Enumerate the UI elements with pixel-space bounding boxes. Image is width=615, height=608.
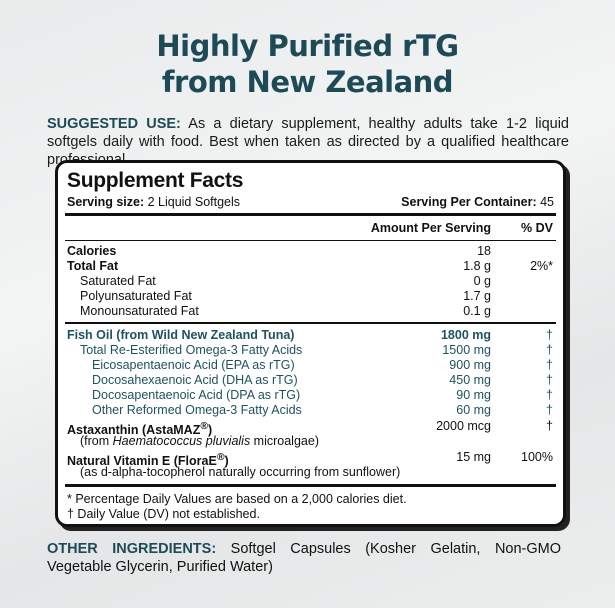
supplement-facts-panel: Supplement Facts Serving size: 2 Liquid … xyxy=(55,160,566,527)
nutrient-name: Docosahexaenoic Acid (DHA as rTG) xyxy=(92,373,298,387)
servings-label: Serving Per Container: xyxy=(401,195,537,209)
paren: ) xyxy=(224,454,229,469)
nutrient-name: Saturated Fat xyxy=(80,274,156,288)
other-ingredients-label: OTHER INGREDIENTS: xyxy=(47,541,217,557)
facts-row: Docosapentaenoic Acid (DPA as rTG) 90 mg † xyxy=(67,388,553,403)
facts-row: Monounsaturated Fat 0.1 g xyxy=(67,304,553,319)
dv: 100% xyxy=(521,450,553,464)
registered-mark: ® xyxy=(200,421,209,432)
amount: 1.7 g xyxy=(463,289,491,303)
divider xyxy=(65,322,556,324)
facts-row: Eicosapentaenoic Acid (EPA as rTG) 900 mg… xyxy=(67,358,553,373)
serving-size: Serving size: 2 Liquid Softgels xyxy=(67,195,240,209)
nutrient-name: Monounsaturated Fat xyxy=(80,304,199,318)
note-species: Haematococcus pluvialis xyxy=(112,434,251,448)
dv: † xyxy=(546,328,553,342)
facts-title: Supplement Facts xyxy=(67,169,244,192)
facts-row: Fish Oil (from Wild New Zealand Tuna) 180… xyxy=(67,328,553,343)
name-text: Natural Vitamin E (FloraE xyxy=(67,454,217,469)
dv: † xyxy=(546,343,553,357)
other-ingredients-text: Softgel Capsules (Kosher Gelatin, Non-GM… xyxy=(47,541,562,575)
facts-row: Total Fat 1.8 g 2%* xyxy=(67,259,553,274)
paren: ) xyxy=(208,423,213,438)
note-post: microalgae) xyxy=(250,434,319,448)
amount: 2000 mcg xyxy=(436,419,491,433)
amount: 900 mg xyxy=(449,358,491,372)
dv: † xyxy=(546,419,553,433)
note-text: (from Haematococcus pluvialis microalgae… xyxy=(67,434,319,449)
astaxanthin-note: (from Haematococcus pluvialis microalgae… xyxy=(67,434,553,449)
astaxanthin-name: Astaxanthin (AstaMAZ®) xyxy=(67,419,212,438)
amount: 1500 mg xyxy=(442,343,491,357)
amount: 1800 mg xyxy=(440,328,491,342)
footnote-dagger: † Daily Value (DV) not established. xyxy=(67,507,260,521)
registered-mark: ® xyxy=(216,452,225,463)
dv: † xyxy=(546,388,553,402)
vitamin-e-name: Natural Vitamin E (FloraE®) xyxy=(67,450,229,469)
dv: † xyxy=(546,373,553,387)
serving-size-value: 2 Liquid Softgels xyxy=(144,195,241,209)
amount: 60 mg xyxy=(456,403,491,417)
divider xyxy=(65,213,556,216)
servings-per-container: Serving Per Container: 45 xyxy=(401,195,554,209)
page-title: Highly Purified rTG from New Zealand xyxy=(0,28,615,100)
facts-row: Polyunsaturated Fat 1.7 g xyxy=(67,289,553,304)
dv: † xyxy=(546,358,553,372)
name-text: Astaxanthin (AstaMAZ xyxy=(67,423,201,438)
nutrient-name: Total Re-Esterified Omega-3 Fatty Acids xyxy=(80,343,303,357)
nutrient-name: Eicosapentaenoic Acid (EPA as rTG) xyxy=(92,358,295,372)
nutrient-name: Other Reformed Omega-3 Fatty Acids xyxy=(92,403,302,417)
amount: 15 mg xyxy=(456,450,491,464)
servings-value: 45 xyxy=(536,195,554,209)
amount: 0 g xyxy=(473,274,491,288)
amount: 450 mg xyxy=(449,373,491,387)
dv: 2%* xyxy=(530,259,553,273)
vitamin-e-note: (as d-alpha-tocopherol naturally occurri… xyxy=(67,465,553,480)
facts-row: Calories 18 xyxy=(67,244,553,259)
astaxanthin-row: Astaxanthin (AstaMAZ®) 2000 mcg † xyxy=(67,419,553,437)
title-line-1: Highly Purified rTG xyxy=(156,29,459,63)
note-text: (as d-alpha-tocopherol naturally occurri… xyxy=(80,465,401,479)
facts-row: Other Reformed Omega-3 Fatty Acids 60 mg † xyxy=(67,403,553,418)
facts-row: Total Re-Esterified Omega-3 Fatty Acids 1… xyxy=(67,343,553,358)
nutrient-name: Polyunsaturated Fat xyxy=(80,289,192,303)
suggested-use-label: SUGGESTED USE: xyxy=(47,116,181,132)
nutrient-name: Calories xyxy=(67,244,117,258)
nutrient-name: Fish Oil (from Wild New Zealand Tuna) xyxy=(67,328,295,342)
facts-row: Saturated Fat 0 g xyxy=(67,274,553,289)
divider xyxy=(65,240,556,241)
other-ingredients: OTHER INGREDIENTS: Softgel Capsules (Kos… xyxy=(47,540,561,576)
nutrient-name: Total Fat xyxy=(67,259,119,273)
facts-row: Docosahexaenoic Acid (DHA as rTG) 450 mg † xyxy=(67,373,553,388)
footnote-dv: * Percentage Daily Values are based on a… xyxy=(67,492,407,506)
amount: 90 mg xyxy=(456,388,491,402)
vitamin-e-row: Natural Vitamin E (FloraE®) 15 mg 100% xyxy=(67,450,553,468)
serving-size-label: Serving size: xyxy=(67,195,145,209)
col-amount-header: Amount Per Serving xyxy=(370,221,491,235)
dv: † xyxy=(546,403,553,417)
title-line-2: from New Zealand xyxy=(161,65,454,99)
amount: 18 xyxy=(477,244,491,258)
nutrient-name: Docosapentaenoic Acid (DPA as rTG) xyxy=(92,388,301,402)
amount: 0.1 g xyxy=(463,304,491,318)
divider xyxy=(65,484,556,487)
col-dv-header: % DV xyxy=(521,221,553,235)
amount: 1.8 g xyxy=(463,259,491,273)
note-pre: (from xyxy=(80,434,113,448)
